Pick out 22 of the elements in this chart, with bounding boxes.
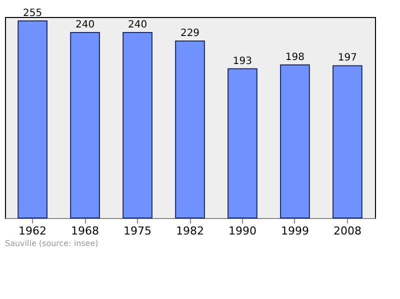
x-tick-label: 1999	[280, 224, 309, 238]
data-label: 193	[232, 56, 252, 67]
bar	[332, 65, 362, 218]
x-tick-label: 2008	[333, 224, 362, 238]
bar	[122, 32, 152, 218]
data-label: 197	[338, 52, 357, 64]
x-tick-label: 1982	[176, 224, 204, 238]
x-tick-label: 1962	[18, 224, 47, 238]
data-label: 229	[180, 28, 200, 39]
x-tick-label: 1975	[124, 224, 152, 238]
data-label: 255	[23, 8, 42, 19]
bar	[70, 32, 100, 218]
data-label: 198	[285, 52, 305, 63]
data-label: 240	[128, 19, 148, 30]
x-tick-label: 1990	[228, 224, 256, 238]
bar	[175, 40, 205, 218]
bar	[18, 20, 48, 218]
bar	[280, 64, 310, 218]
text: Sauville (source: insee)	[5, 239, 98, 248]
bar	[228, 68, 258, 218]
data-label: 240	[75, 19, 95, 30]
x-tick-label: 1968	[71, 224, 100, 238]
